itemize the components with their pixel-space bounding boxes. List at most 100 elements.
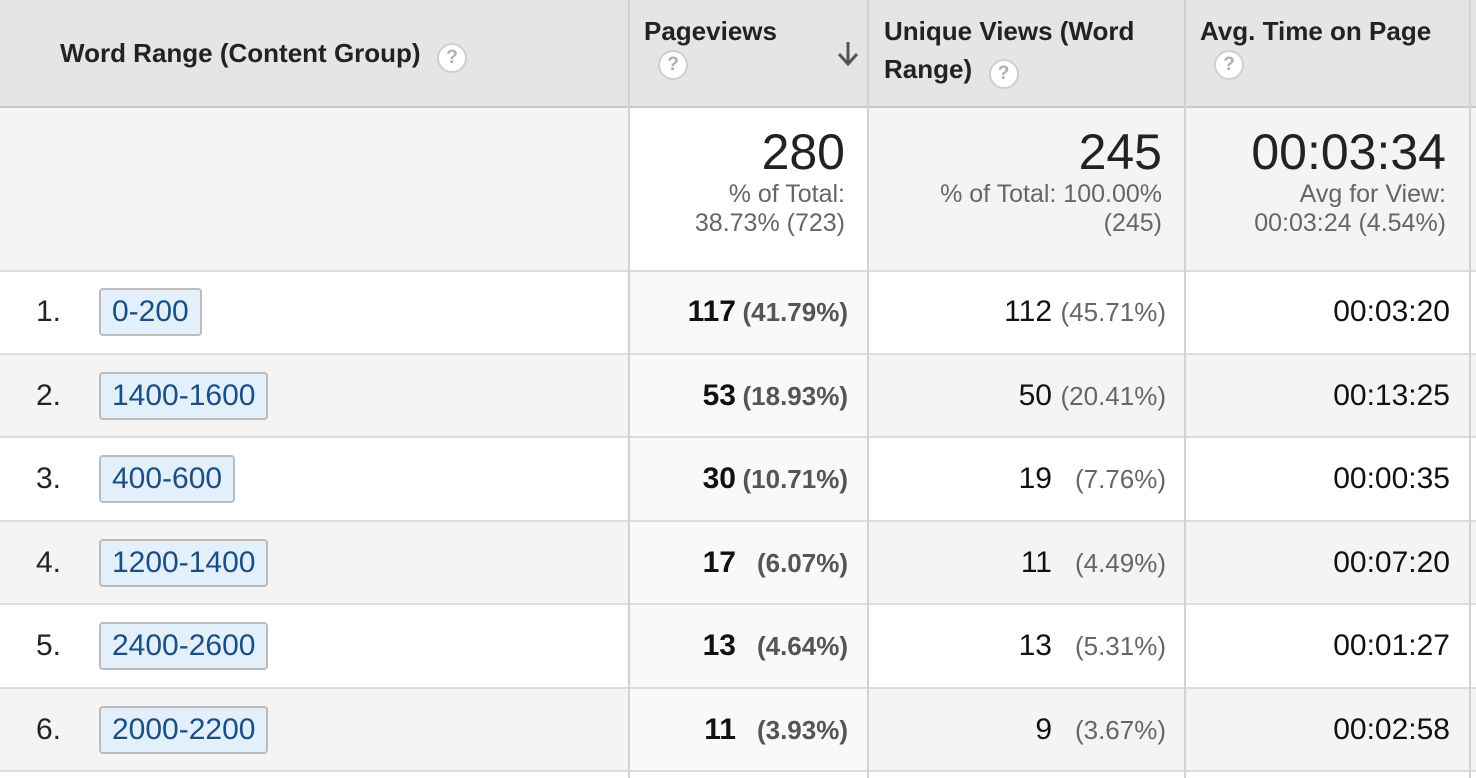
unique-pct: (4.49%) [1074,548,1166,578]
unique-value: 13 [1018,629,1052,662]
pageviews-cell: 30 (10.71%) [640,438,848,520]
unique-pct: (5.31%) [1074,631,1166,661]
header-pageviews[interactable]: Pageviews ? [644,0,864,106]
unique-value: 19 [1018,462,1052,495]
row-divider [0,270,1476,272]
totals-unique-value: 245 [1078,124,1162,180]
row-number: 1. [36,295,62,328]
avg-time-cell: 00:02:58 [1196,689,1450,771]
unique-views-cell: 50 (20.41%) [880,355,1166,437]
avg-time-value: 00:02:58 [1333,713,1450,746]
unique-pct: (20.41%) [1060,381,1167,411]
row-divider [0,603,1476,605]
pageviews-pct: (4.64%) [756,631,848,661]
totals-avgtime-value: 00:03:34 [1251,124,1446,180]
unique-value: 112 [1004,295,1052,328]
totals-avgtime-line1: Avg for View: [1299,180,1446,208]
unique-views-cell: 19 (7.76%) [880,438,1166,520]
row-divider [0,436,1476,438]
totals-unique-pct-line1: % of Total: 100.00% [940,180,1162,208]
pageviews-pct: (3.93%) [756,715,848,745]
word-range-link[interactable]: 1200-1400 [99,539,269,587]
pageviews-pct: (18.93%) [742,381,849,411]
row-divider [0,770,1476,772]
avg-time-cell: 00:13:25 [1196,355,1450,437]
avg-time-cell: 00:03:20 [1196,271,1450,353]
unique-views-cell: 13 (5.31%) [880,605,1166,687]
word-range-link[interactable]: 2400-2600 [99,622,269,670]
row-divider [0,520,1476,522]
help-icon[interactable]: ? [658,50,688,80]
header-unique-label-line1[interactable]: Unique Views (Word [884,16,1135,46]
word-range-link[interactable]: 0-200 [99,288,202,336]
avg-time-value: 00:03:20 [1333,295,1450,328]
row-number: 5. [36,629,62,662]
pageviews-cell: 53 (18.93%) [640,355,848,437]
row-number: 6. [36,713,62,746]
word-range-link[interactable]: 400-600 [99,455,236,503]
help-icon[interactable]: ? [988,58,1019,89]
pageviews-column-bg [630,271,867,353]
column-divider [1469,0,1471,778]
pageviews-value: 11 [704,713,736,746]
totals-pageviews: 280 % of Total: 38.73% (723) [640,124,845,238]
table-row: 3. 400-600 30 (10.71%) 19 (7.76%) 00:00:35 [0,438,1476,520]
row-number: 4. [36,546,62,579]
table-row: 1. 0-200 117 (41.79%) 112 (45.71%) 00:03:2… [0,271,1476,353]
avg-time-cell: 00:00:35 [1196,438,1450,520]
sort-arrow-down-icon[interactable] [836,40,860,68]
pageviews-column-bg [630,355,867,437]
row-divider [0,687,1476,689]
pageviews-cell: 11 (3.93%) [640,689,848,771]
table-row: 4. 1200-1400 17 (6.07%) 11 (4.49%) 00:07:2… [0,522,1476,604]
unique-pct: (45.71%) [1060,297,1167,327]
totals-pageviews-bg [630,108,867,270]
avg-time-cell: 00:01:27 [1196,605,1450,687]
unique-value: 50 [1018,379,1052,412]
totals-unique-pct-line2: (245) [1103,209,1162,237]
pageviews-value: 17 [702,546,736,579]
avg-time-value: 00:13:25 [1333,379,1450,412]
header-unique-views[interactable]: Unique Views (Word Range) ? [884,0,1180,106]
help-icon[interactable]: ? [437,42,468,73]
avg-time-value: 00:07:20 [1333,546,1450,579]
totals-avgtime-line2: 00:03:24 (4.54%) [1254,209,1446,237]
pageviews-column-bg [630,522,867,604]
table-row: 2. 1400-1600 53 (18.93%) 50 (20.41%) 00:13… [0,355,1476,437]
header-dimension-label[interactable]: Word Range (Content Group) [60,38,421,68]
header-dimension[interactable]: Word Range (Content Group) ? [60,0,620,106]
pageviews-cell: 117 (41.79%) [640,271,848,353]
pageviews-value: 117 [687,295,736,328]
unique-views-cell: 112 (45.71%) [880,271,1166,353]
header-unique-label-line2[interactable]: Range) [884,54,973,84]
avg-time-cell: 00:07:20 [1196,522,1450,604]
totals-pageviews-pct-line2: 38.73% (723) [694,209,845,237]
table-row: 6. 2000-2200 11 (3.93%) 9 (3.67%) 00:02:58 [0,689,1476,771]
unique-views-cell: 9 (3.67%) [880,689,1166,771]
unique-value: 11 [1020,546,1052,579]
table-row: 5. 2400-2600 13 (4.64%) 13 (5.31%) 00:01:2… [0,605,1476,687]
pageviews-pct: (10.71%) [742,464,849,494]
help-icon[interactable]: ? [1214,50,1244,80]
pageviews-cell: 13 (4.64%) [640,605,848,687]
word-range-link[interactable]: 1400-1600 [99,372,269,420]
header-avg-time[interactable]: Avg. Time on Page ? [1200,0,1470,106]
unique-value: 9 [1035,713,1052,746]
totals-unique: 245 % of Total: 100.00% (245) [880,124,1162,238]
row-number: 2. [36,379,62,412]
pageviews-pct: (41.79%) [742,297,849,327]
pageviews-value: 30 [702,462,736,495]
row-number: 3. [36,462,62,495]
pageviews-column-bg [630,438,867,520]
pageviews-pct: (6.07%) [756,548,848,578]
unique-pct: (7.76%) [1074,464,1166,494]
word-range-link[interactable]: 2000-2200 [99,706,269,754]
column-divider [628,0,630,778]
unique-pct: (3.67%) [1074,715,1166,745]
pageviews-column-bg [630,605,867,687]
header-pageviews-label[interactable]: Pageviews [644,16,777,46]
totals-pageviews-pct-line1: % of Total: [728,180,845,208]
row-divider [0,353,1476,355]
header-avgtime-label[interactable]: Avg. Time on Page [1200,16,1432,46]
